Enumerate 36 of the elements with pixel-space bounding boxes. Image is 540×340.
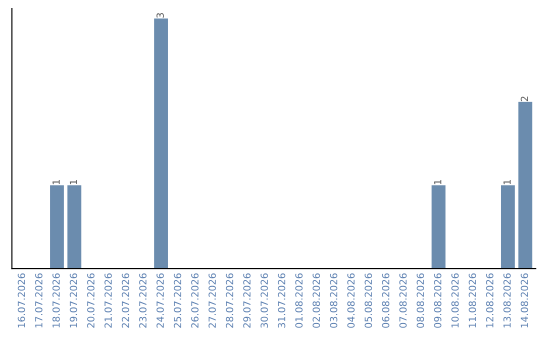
- data-label: 1: [504, 180, 511, 184]
- x-tick-label: 18.07.2026: [52, 273, 60, 328]
- x-tick-label: 31.07.2026: [278, 273, 286, 328]
- x-tick-label: 21.07.2026: [104, 273, 112, 328]
- data-label: 1: [434, 180, 442, 184]
- x-tick-label: 26.07.2026: [191, 273, 199, 328]
- x-tick-label: 02.08.2026: [312, 273, 320, 328]
- x-tick-label: 12.08.2026: [486, 273, 494, 328]
- x-tick-label: 06.08.2026: [382, 273, 390, 328]
- data-label: 2: [520, 96, 528, 102]
- x-tick-label: 27.07.2026: [208, 273, 216, 328]
- x-tick-label: 05.08.2026: [364, 273, 372, 328]
- x-tick-label: 14.08.2026: [520, 273, 528, 328]
- x-tick-label: 03.08.2026: [330, 273, 338, 328]
- x-tick-label: 01.08.2026: [295, 273, 303, 328]
- x-tick-label: 25.07.2026: [174, 273, 182, 328]
- x-tick-label: 20.07.2026: [87, 273, 94, 328]
- data-label: 1: [70, 180, 77, 184]
- x-tick-label: 11.08.2026: [468, 273, 476, 328]
- x-tick-label: 04.08.2026: [347, 273, 355, 328]
- data-label: 3: [156, 13, 164, 18]
- x-tick-label: 22.07.2026: [122, 273, 130, 328]
- x-tick-label: 28.07.2026: [226, 273, 234, 328]
- x-tick-label: 10.08.2026: [451, 273, 459, 328]
- x-tick-label: 29.07.2026: [243, 273, 251, 328]
- data-label: 1: [52, 180, 60, 184]
- x-tick-label: 08.08.2026: [416, 273, 424, 328]
- x-tick-label: 16.07.2026: [18, 273, 26, 328]
- x-tick-label: 30.07.2026: [260, 273, 268, 328]
- x-tick-label: 09.08.2026: [434, 273, 442, 328]
- x-tick-label: 13.08.2026: [503, 273, 511, 328]
- x-tick-label: 24.07.2026: [156, 273, 164, 328]
- x-tick-label: 07.08.2026: [399, 273, 407, 328]
- x-tick-label: 17.07.2026: [35, 273, 42, 328]
- x-tick-label: 19.07.2026: [70, 273, 78, 328]
- x-tick-label: 23.07.2026: [139, 273, 147, 328]
